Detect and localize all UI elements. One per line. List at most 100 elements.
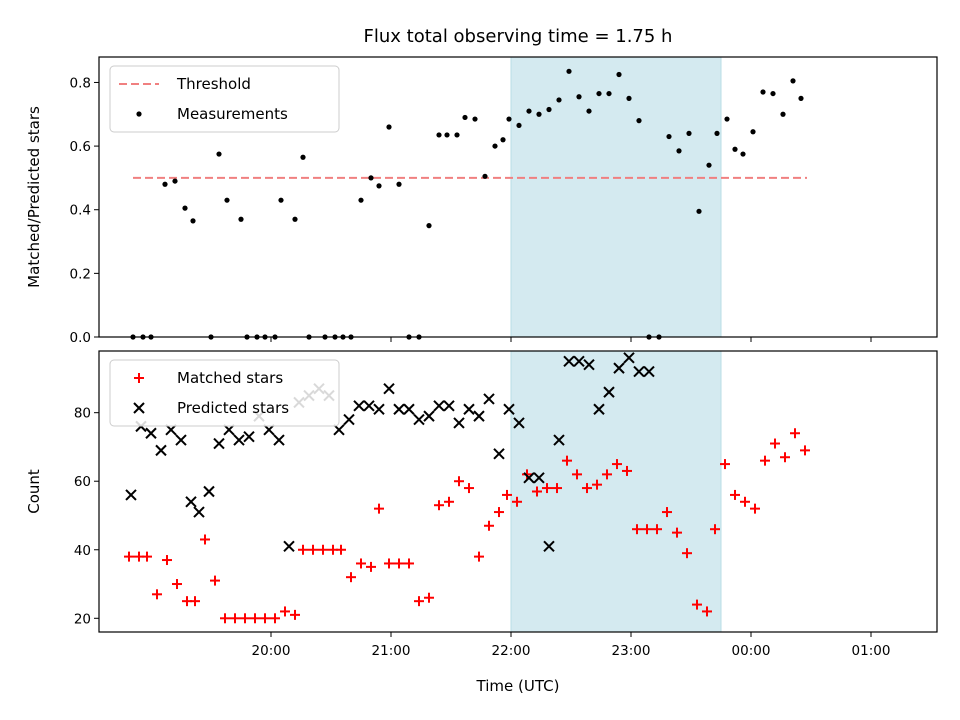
data-point bbox=[494, 507, 504, 518]
data-point bbox=[482, 173, 488, 179]
data-point bbox=[724, 116, 730, 122]
data-point bbox=[633, 365, 645, 378]
data-point bbox=[356, 558, 366, 569]
data-point bbox=[433, 400, 445, 412]
data-point bbox=[270, 613, 280, 624]
data-point bbox=[333, 424, 345, 436]
data-point bbox=[250, 613, 260, 624]
data-point bbox=[686, 130, 692, 136]
data-point bbox=[522, 469, 532, 480]
x-tick-label: 22:00 bbox=[492, 643, 531, 659]
data-point bbox=[790, 428, 800, 439]
data-point bbox=[358, 197, 364, 203]
data-point bbox=[190, 218, 196, 224]
data-point bbox=[473, 410, 485, 422]
data-point bbox=[454, 476, 464, 487]
data-point bbox=[203, 485, 215, 498]
data-point bbox=[396, 181, 402, 187]
y-tick-label: 0.8 bbox=[70, 75, 91, 91]
x-tick-label: 01:00 bbox=[852, 643, 891, 659]
data-point bbox=[666, 133, 672, 140]
data-point bbox=[770, 438, 780, 449]
y-tick-label: 0.0 bbox=[70, 330, 91, 346]
data-point bbox=[798, 95, 804, 101]
data-point bbox=[172, 178, 178, 184]
data-point bbox=[404, 558, 414, 569]
data-point bbox=[566, 68, 572, 74]
data-point bbox=[696, 208, 702, 214]
data-point bbox=[384, 558, 394, 569]
data-point bbox=[318, 544, 328, 555]
data-point bbox=[424, 592, 434, 603]
data-point bbox=[216, 151, 222, 157]
data-point bbox=[280, 606, 290, 617]
data-point bbox=[224, 197, 230, 203]
y-tick-label: 20 bbox=[74, 611, 91, 627]
data-point bbox=[336, 544, 346, 555]
data-point bbox=[612, 459, 622, 470]
data-point bbox=[563, 355, 575, 367]
data-point bbox=[603, 386, 615, 398]
plot-frame bbox=[98, 350, 938, 633]
data-point bbox=[152, 589, 162, 600]
data-point bbox=[780, 111, 786, 117]
data-point bbox=[462, 114, 468, 121]
data-point bbox=[672, 527, 682, 538]
data-point bbox=[556, 97, 562, 103]
data-point bbox=[374, 503, 384, 514]
series-matched-stars bbox=[124, 428, 810, 624]
data-point bbox=[616, 71, 622, 78]
data-point bbox=[434, 500, 444, 511]
data-point bbox=[503, 403, 515, 415]
data-point bbox=[454, 132, 460, 138]
data-point bbox=[233, 434, 245, 446]
data-point bbox=[373, 403, 385, 415]
data-point bbox=[602, 469, 612, 480]
data-point bbox=[343, 413, 355, 426]
data-point bbox=[260, 613, 270, 624]
data-point bbox=[145, 427, 157, 439]
data-point bbox=[760, 89, 766, 95]
x-tick-label: 00:00 bbox=[732, 643, 771, 659]
data-point bbox=[193, 506, 205, 518]
x-tick-label: 20:00 bbox=[252, 643, 291, 659]
data-point bbox=[383, 382, 395, 395]
data-point bbox=[220, 613, 230, 624]
data-point bbox=[444, 496, 454, 507]
data-point bbox=[546, 106, 552, 113]
x-axis-label: Time (UTC) bbox=[476, 677, 560, 695]
data-point bbox=[636, 118, 642, 124]
data-point bbox=[532, 486, 542, 497]
data-point bbox=[414, 596, 424, 607]
data-point bbox=[368, 175, 374, 181]
data-point bbox=[586, 108, 592, 114]
data-point bbox=[493, 448, 505, 460]
data-point bbox=[562, 455, 572, 466]
legend-label: Threshold bbox=[176, 75, 251, 93]
data-point bbox=[453, 417, 465, 429]
data-point bbox=[676, 148, 682, 154]
legend-label: Measurements bbox=[177, 105, 288, 123]
data-point bbox=[175, 434, 187, 446]
plot-frame bbox=[98, 56, 938, 338]
y-tick-label: 0.4 bbox=[70, 203, 91, 219]
data-point bbox=[290, 609, 300, 620]
data-point bbox=[583, 359, 595, 371]
data-point bbox=[714, 130, 720, 136]
data-point bbox=[750, 503, 760, 514]
data-point bbox=[483, 393, 495, 405]
data-point bbox=[606, 90, 612, 97]
data-point bbox=[363, 400, 375, 412]
data-point bbox=[710, 524, 720, 535]
data-point bbox=[702, 606, 712, 617]
data-point bbox=[626, 95, 632, 101]
data-point bbox=[800, 445, 810, 456]
data-point bbox=[740, 151, 746, 157]
data-point bbox=[426, 223, 432, 229]
data-point bbox=[572, 469, 582, 480]
data-point bbox=[523, 472, 535, 484]
data-point bbox=[463, 403, 475, 415]
y-tick-label: 0.2 bbox=[70, 266, 91, 282]
data-point bbox=[308, 544, 318, 555]
data-point bbox=[643, 365, 655, 378]
